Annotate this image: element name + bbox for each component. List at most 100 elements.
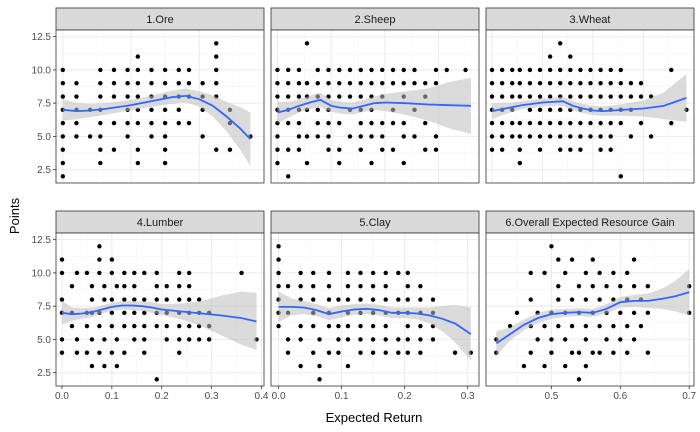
confidence-ribbon bbox=[278, 291, 471, 361]
data-point bbox=[358, 81, 363, 86]
data-point bbox=[521, 363, 527, 369]
data-point bbox=[418, 350, 423, 355]
smooth-line bbox=[278, 305, 472, 335]
data-point bbox=[89, 363, 95, 369]
data-point bbox=[74, 350, 80, 355]
data-point bbox=[109, 257, 115, 262]
panel-border bbox=[485, 29, 695, 184]
data-point bbox=[433, 147, 439, 152]
data-point bbox=[618, 310, 623, 316]
data-point bbox=[111, 67, 117, 73]
data-point bbox=[74, 94, 79, 99]
y-tick-label: 5.0 bbox=[37, 335, 51, 346]
data-point bbox=[517, 160, 523, 166]
data-point bbox=[558, 67, 563, 73]
data-point bbox=[631, 310, 637, 316]
data-point bbox=[401, 134, 406, 139]
data-point bbox=[556, 323, 561, 329]
data-point bbox=[60, 94, 66, 99]
data-point bbox=[568, 94, 573, 99]
data-point bbox=[401, 120, 406, 126]
data-point bbox=[423, 147, 428, 152]
data-point bbox=[122, 350, 127, 355]
data-point bbox=[598, 94, 603, 99]
data-point bbox=[186, 67, 192, 73]
data-point bbox=[102, 337, 107, 342]
data-point bbox=[611, 323, 616, 329]
data-point bbox=[618, 284, 623, 289]
data-point bbox=[84, 323, 90, 329]
data-point bbox=[69, 323, 75, 329]
x-tick-label: 0.4 bbox=[255, 391, 269, 402]
data-point bbox=[102, 284, 107, 289]
x-tick-label: 0.0 bbox=[55, 391, 69, 402]
data-point bbox=[631, 257, 637, 262]
smooth-line bbox=[491, 97, 687, 113]
data-point bbox=[547, 67, 553, 73]
data-point bbox=[149, 134, 154, 139]
data-point bbox=[296, 147, 302, 152]
y-tick-label: 10.0 bbox=[32, 268, 52, 279]
data-point bbox=[200, 81, 205, 86]
data-point bbox=[556, 257, 561, 262]
data-point bbox=[578, 81, 583, 86]
data-point bbox=[527, 120, 533, 126]
data-point bbox=[98, 67, 103, 73]
data-point bbox=[311, 284, 316, 289]
data-point bbox=[608, 81, 613, 86]
data-point bbox=[358, 297, 363, 302]
data-point bbox=[527, 107, 533, 113]
data-point bbox=[405, 350, 410, 355]
data-point bbox=[214, 41, 219, 46]
data-point bbox=[588, 120, 593, 126]
y-tick-label: 7.5 bbox=[37, 302, 51, 313]
data-point bbox=[583, 297, 589, 302]
data-point bbox=[317, 337, 322, 342]
data-point bbox=[285, 120, 291, 126]
panel-border bbox=[270, 29, 480, 184]
data-point bbox=[578, 67, 583, 73]
data-point bbox=[608, 94, 613, 99]
data-point bbox=[296, 120, 302, 126]
data-point bbox=[285, 350, 291, 355]
data-point bbox=[162, 81, 168, 86]
data-point bbox=[296, 81, 302, 86]
data-point bbox=[590, 257, 595, 262]
data-point bbox=[569, 257, 575, 262]
data-point bbox=[618, 174, 623, 179]
data-point bbox=[89, 297, 95, 302]
data-point bbox=[135, 54, 141, 59]
data-point bbox=[337, 160, 342, 166]
facet-strip-label: 3.Wheat bbox=[570, 14, 611, 26]
data-point bbox=[337, 94, 342, 99]
data-point bbox=[154, 297, 159, 302]
data-point bbox=[401, 160, 406, 166]
data-point bbox=[69, 284, 75, 289]
data-point bbox=[489, 67, 495, 73]
data-point bbox=[618, 120, 623, 126]
data-point bbox=[125, 81, 130, 86]
data-point bbox=[383, 297, 388, 302]
facet-strip-label: 5.Clay bbox=[359, 217, 391, 229]
data-point bbox=[122, 297, 127, 302]
data-point bbox=[597, 270, 602, 276]
data-point bbox=[304, 134, 310, 139]
panel-border bbox=[55, 29, 265, 184]
x-tick-label: 0.3 bbox=[205, 391, 219, 402]
data-point bbox=[298, 337, 303, 342]
data-point bbox=[200, 134, 205, 139]
data-point bbox=[527, 134, 533, 139]
data-point bbox=[383, 337, 388, 342]
panel-marks bbox=[276, 244, 474, 382]
data-point bbox=[239, 270, 244, 276]
facet-panel-5: 5.Clay 0.0 0.1 0.2 0.3 bbox=[270, 210, 480, 402]
data-point bbox=[304, 81, 310, 86]
data-point bbox=[97, 244, 102, 249]
confidence-ribbon bbox=[492, 73, 687, 122]
data-point bbox=[383, 270, 388, 276]
data-point bbox=[122, 284, 127, 289]
data-point bbox=[624, 323, 630, 329]
data-point bbox=[98, 120, 103, 126]
data-point bbox=[383, 284, 388, 289]
data-point bbox=[125, 134, 130, 139]
